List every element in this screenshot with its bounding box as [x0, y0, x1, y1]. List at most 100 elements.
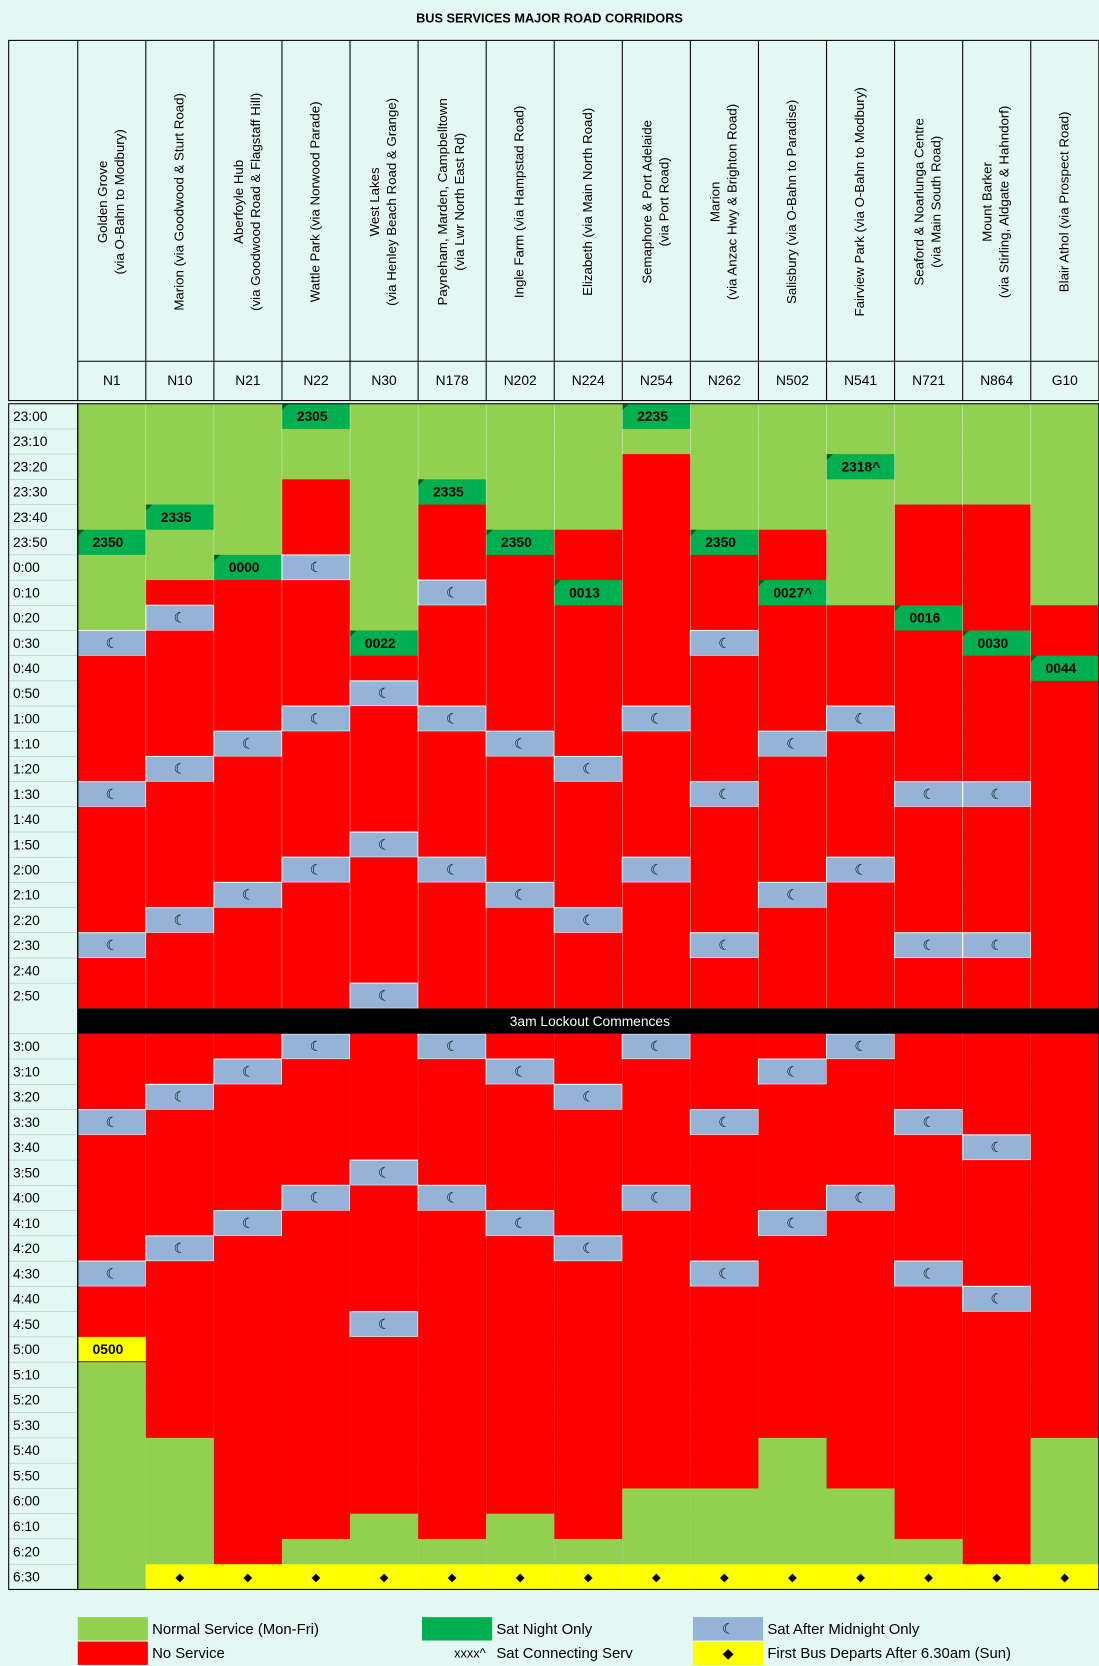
cell: [962, 1564, 1031, 1590]
cell: [758, 1160, 827, 1186]
cell: [213, 1185, 282, 1212]
cell: [145, 1387, 214, 1414]
cell: [622, 1235, 691, 1262]
cell: [145, 781, 214, 808]
moon-symbol: ☾: [446, 862, 458, 878]
cell: [894, 832, 963, 858]
cell: [145, 1513, 214, 1540]
cell: [690, 706, 759, 732]
cell: [350, 554, 419, 581]
cell: [281, 605, 351, 632]
cell: [826, 781, 895, 808]
cell: [825, 1184, 896, 1212]
cell: [281, 1059, 351, 1085]
time-label: 1:00: [13, 710, 40, 726]
column-name: Blair Athol (via Prospect Road): [1056, 112, 1071, 293]
moon-symbol: ☾: [106, 937, 118, 953]
cell: [962, 1488, 1031, 1515]
cell: [486, 1235, 555, 1262]
cell: [213, 1033, 282, 1060]
cell: [418, 731, 487, 758]
cell: [690, 1210, 759, 1237]
moon-symbol: ☾: [991, 1291, 1003, 1307]
cell: [77, 832, 146, 858]
cell: [418, 655, 487, 682]
time-label: 3:10: [13, 1063, 40, 1079]
cell: [758, 1412, 827, 1439]
legend-swatch: [692, 1641, 764, 1665]
cell: [826, 1387, 895, 1414]
cell: [894, 428, 963, 455]
cell: [894, 1311, 963, 1338]
cell: [145, 1311, 214, 1338]
moon-symbol: ☾: [786, 887, 798, 903]
cell: [758, 428, 827, 455]
cell: [486, 1463, 555, 1490]
cell: [554, 832, 623, 858]
cell: [962, 554, 1031, 581]
time-label: 2:50: [13, 987, 40, 1003]
route-code: N10: [167, 372, 193, 388]
cell: [962, 857, 1031, 884]
cell: [554, 882, 623, 909]
comment-marker: [145, 504, 153, 511]
cell: [350, 1134, 419, 1161]
cell: [962, 680, 1031, 707]
cell: [213, 655, 282, 682]
cell: [281, 630, 351, 657]
legend-symbol: ☾: [722, 1621, 734, 1637]
comment-marker: [894, 605, 901, 612]
cell: [213, 454, 282, 480]
cell: [622, 731, 691, 758]
cell: [486, 1336, 555, 1363]
route-code: N30: [371, 372, 397, 388]
cell: [758, 454, 827, 480]
cell: [486, 1387, 555, 1414]
cell: [758, 1387, 827, 1414]
cell: [554, 1210, 623, 1237]
cell: [690, 1160, 759, 1186]
moon-symbol: ☾: [786, 736, 798, 752]
cell: [486, 781, 555, 808]
cell: [418, 1286, 487, 1313]
cell: [894, 1160, 963, 1186]
route-code: G10: [1052, 372, 1078, 388]
cell: [826, 1463, 895, 1490]
cell: [1030, 1033, 1099, 1060]
cell: [418, 1235, 487, 1262]
cell: [826, 932, 895, 959]
cell: [554, 857, 623, 884]
moon-symbol: ☾: [242, 887, 254, 903]
cell: [213, 605, 282, 632]
cell: [418, 529, 487, 556]
cell: [77, 1286, 146, 1313]
comment-marker: [962, 630, 970, 637]
cell: [77, 1311, 146, 1338]
cell: [826, 1564, 895, 1590]
lockout-band: [77, 1008, 1099, 1034]
cell: [622, 1513, 691, 1540]
comment-marker: [350, 630, 357, 637]
cell: [418, 832, 487, 858]
cell: [554, 806, 623, 833]
cell: [486, 403, 555, 430]
cell: [962, 1033, 1031, 1060]
time-label: 2:40: [13, 962, 40, 978]
cell: [690, 1059, 759, 1085]
service-time: 0022: [365, 635, 396, 651]
cell: [622, 907, 691, 934]
cell: [758, 706, 827, 732]
moon-symbol: ☾: [174, 912, 186, 928]
cell: [894, 706, 963, 732]
time-label: 5:10: [13, 1366, 40, 1382]
cell: [758, 529, 827, 556]
cell: [554, 1134, 623, 1161]
time-label: 23:20: [13, 458, 48, 474]
cell: [894, 857, 963, 884]
cell: [77, 605, 146, 632]
cell: [486, 1160, 555, 1186]
cell: [350, 655, 419, 682]
moon-symbol: ☾: [514, 736, 526, 752]
cell: [350, 756, 419, 783]
